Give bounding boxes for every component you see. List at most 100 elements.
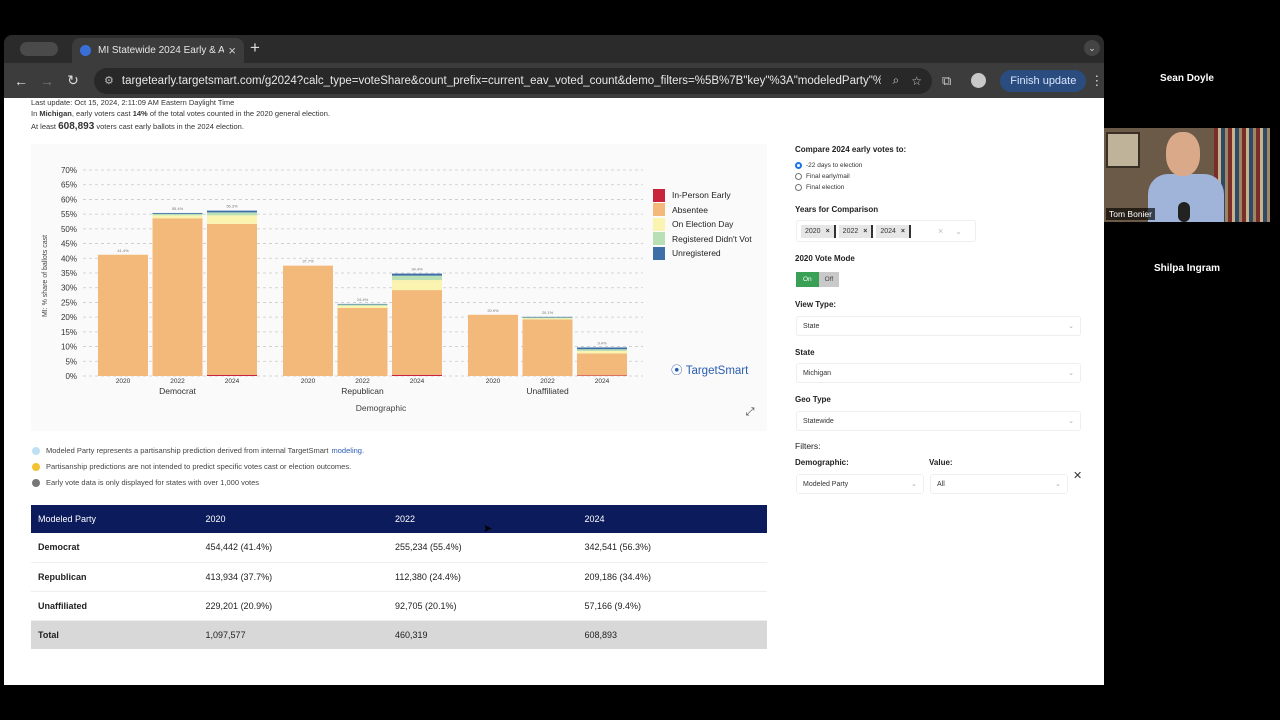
remove-icon[interactable]: ×: [900, 227, 906, 235]
bar-segment: [392, 290, 442, 375]
bar-segment: [577, 350, 627, 354]
search-icon[interactable]: ⌕: [892, 73, 900, 87]
y-tick-label: 10%: [61, 343, 77, 352]
finish-update-button[interactable]: Finish update: [1000, 69, 1087, 92]
remove-icon[interactable]: ×: [863, 227, 868, 235]
radio-icon[interactable]: [795, 184, 802, 191]
participant-video-tile: Tom Bonier: [1104, 128, 1270, 222]
info-icon: [32, 446, 40, 455]
back-icon[interactable]: ←: [14, 72, 28, 89]
reload-icon[interactable]: ↻: [67, 72, 79, 88]
year-chip[interactable]: 2024 ×: [876, 224, 912, 238]
table-cell: 57,166 (9.4%): [577, 591, 767, 621]
remove-filter-icon[interactable]: ✕: [1073, 470, 1083, 482]
value-select[interactable]: All ⌄: [930, 474, 1068, 494]
site-settings-icon[interactable]: ⚙: [104, 75, 114, 87]
view-type-select[interactable]: State ⌄: [796, 316, 1081, 336]
state-select[interactable]: Michigan ⌄: [796, 363, 1081, 383]
url-text[interactable]: targetearly.targetsmart.com/g2024?calc_t…: [121, 74, 881, 87]
person-head-image: [1166, 132, 1200, 176]
table-cell: Democrat: [31, 533, 199, 563]
table-cell: Unaffiliated: [31, 591, 199, 621]
toggle-off[interactable]: Off: [818, 272, 840, 287]
legend-item[interactable]: In-Person Early: [653, 188, 752, 203]
menu-icon[interactable]: ⋮: [1090, 72, 1104, 88]
vote-mode-toggle[interactable]: On Off: [796, 272, 840, 287]
legend-label: Absentee: [672, 204, 708, 215]
bar-segment: [98, 254, 148, 376]
tab-strip: MI Statewide 2024 Early & Al × + ⌄: [4, 35, 1104, 63]
chart-legend: In-Person Early Absentee On Election Day Re…: [653, 188, 752, 261]
y-tick-label: 25%: [61, 298, 77, 307]
new-tab-button[interactable]: +: [250, 38, 260, 57]
table-header[interactable]: 2020: [198, 505, 389, 533]
table-cell: 209,186 (34.4%): [577, 562, 767, 592]
chevron-down-icon[interactable]: ⌄: [955, 226, 962, 236]
remove-icon[interactable]: ×: [825, 227, 830, 235]
legend-swatch: [653, 188, 665, 202]
legend-swatch: [653, 217, 665, 231]
legend-label: Registered Didn't Vot: [672, 233, 752, 244]
radio-option[interactable]: -22 days to election: [795, 162, 862, 169]
year-chip[interactable]: 2020 ×: [801, 224, 836, 238]
radio-selected-icon[interactable]: [795, 162, 802, 169]
bar-segment: [207, 215, 257, 224]
legend-item[interactable]: Absentee: [653, 203, 752, 218]
avatar[interactable]: [971, 73, 987, 88]
mouse-cursor-icon: ➤: [483, 523, 493, 535]
address-bar[interactable]: ⚙ targetearly.targetsmart.com/g2024?calc…: [94, 67, 932, 94]
bar-data-label: 37.7%: [302, 259, 314, 264]
table-header[interactable]: 2024: [577, 505, 767, 533]
y-axis-label: MI: % share of ballots cast: [42, 235, 49, 317]
years-multiselect[interactable]: 2020 × 2022 × 2024 × × ⌄: [796, 220, 976, 242]
chevron-down-icon[interactable]: ⌄: [1084, 40, 1100, 56]
tab-search-pill[interactable]: [20, 42, 58, 56]
years-label: Years for Comparison: [795, 205, 879, 214]
x-tick-label: 2022: [540, 378, 555, 385]
legend-label: Unregistered: [672, 248, 721, 259]
value-label: Value:: [929, 458, 953, 467]
bar-segment: [522, 318, 573, 320]
bar-data-label: 9.4%: [597, 340, 607, 345]
expand-icon[interactable]: ⤢: [745, 406, 755, 418]
participant-name: Sean Doyle: [1160, 73, 1214, 84]
y-tick-label: 40%: [61, 254, 77, 263]
y-tick-label: 15%: [61, 328, 77, 337]
table-header[interactable]: Modeled Party: [31, 505, 199, 533]
legend-label: On Election Day: [672, 219, 734, 230]
year-chip[interactable]: 2022 ×: [838, 224, 874, 238]
legend-item[interactable]: Registered Didn't Vot: [653, 232, 752, 247]
radio-option[interactable]: Final election: [795, 184, 844, 191]
forward-icon[interactable]: →: [40, 72, 54, 89]
close-icon[interactable]: ×: [228, 43, 236, 58]
radio-option[interactable]: Final early/mail: [795, 173, 850, 180]
chevron-down-icon: ⌄: [1055, 481, 1061, 488]
bar-data-label: 34.4%: [411, 267, 423, 272]
chevron-down-icon: ⌄: [1068, 370, 1074, 377]
bar-segment: [152, 215, 203, 219]
browser-chrome: MI Statewide 2024 Early & Al × + ⌄ ← → ↻…: [4, 35, 1104, 98]
browser-tab[interactable]: MI Statewide 2024 Early & Al ×: [72, 38, 244, 63]
stacked-bar-chart: 0% 5% 10% 15% 20% 25% 30% 35% 40% 45% 50% 55% 60% 65%…: [42, 166, 643, 413]
note-link[interactable]: modeling.: [331, 446, 365, 455]
extensions-icon[interactable]: ⧉: [942, 72, 952, 88]
state-label: State: [795, 348, 815, 357]
radio-icon[interactable]: [795, 173, 802, 180]
clear-icon[interactable]: ×: [938, 226, 944, 236]
bar-segment: [392, 374, 442, 376]
table-header[interactable]: 2022: [388, 505, 578, 533]
geo-type-select[interactable]: Statewide ⌄: [796, 411, 1081, 431]
group-label: Democrat: [159, 386, 196, 396]
legend-item[interactable]: Unregistered: [653, 246, 752, 261]
table-cell: 608,893: [577, 620, 767, 649]
demographic-select[interactable]: Modeled Party ⌄: [796, 474, 924, 494]
bar-segment: [207, 210, 257, 213]
legend-item[interactable]: On Election Day: [653, 217, 752, 232]
targetsmart-logo: ⦿ TargetSmart: [671, 365, 749, 377]
table-cell: 255,234 (55.4%): [388, 533, 578, 563]
star-icon[interactable]: ☆: [911, 73, 922, 88]
toggle-on[interactable]: On: [796, 272, 819, 287]
note-item: Early vote data is only displayed for st…: [32, 478, 259, 487]
y-tick-label: 70%: [61, 166, 77, 175]
chart-container: 0% 5% 10% 15% 20% 25% 30% 35% 40% 45% 50% 55% 60% 65%…: [31, 144, 767, 431]
